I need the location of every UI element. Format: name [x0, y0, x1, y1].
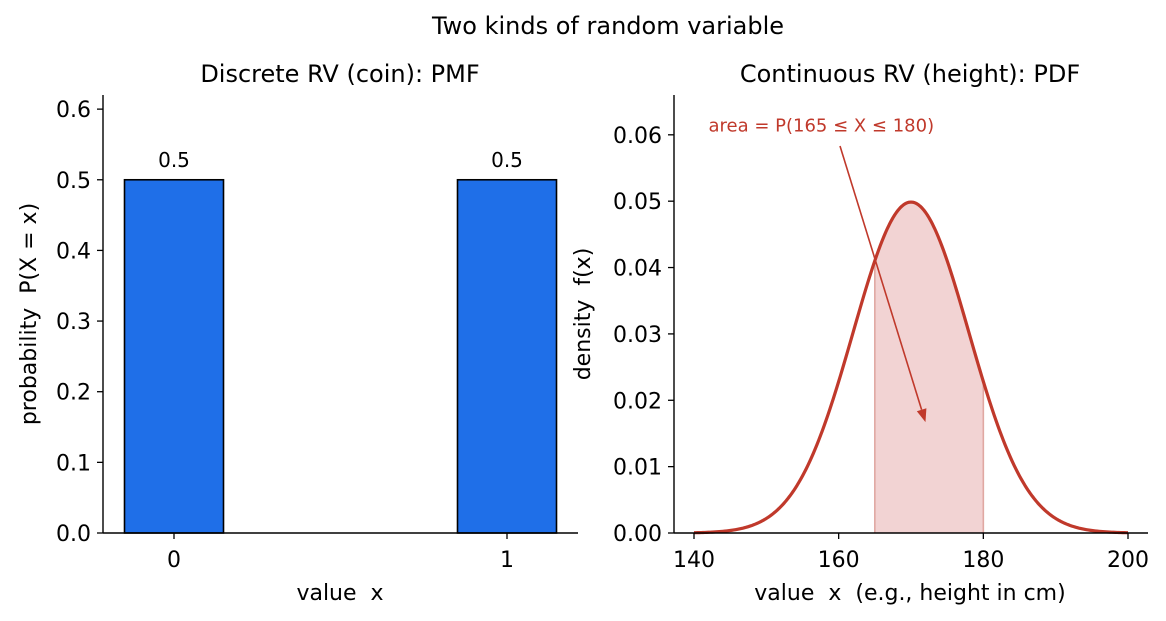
- pmf-y-tick-label: 0.1: [56, 451, 91, 476]
- pmf-y-tick-label: 0.3: [56, 310, 91, 335]
- pdf-x-tick-label: 140: [673, 548, 715, 573]
- pmf-chart: Discrete RV (coin): PMF 0.5 0.5 0.0 0.1 0.2…: [17, 60, 578, 606]
- pdf-y-ticks: 0.00 0.01 0.02 0.03 0.04 0.05 0.06: [613, 124, 674, 547]
- pmf-y-tick-label: 0.5: [56, 169, 91, 194]
- pmf-y-ticks: 0.0 0.1 0.2 0.3 0.4 0.5 0.6: [56, 98, 103, 547]
- pdf-y-tick-label: 0.00: [613, 522, 662, 547]
- pdf-x-tick-label: 200: [1107, 548, 1149, 573]
- pmf-chart-title: Discrete RV (coin): PMF: [200, 60, 479, 88]
- pdf-shaded-area: [874, 202, 984, 533]
- pmf-x-tick-label: 0: [167, 548, 181, 573]
- pmf-bar-value-label: 0.5: [158, 148, 190, 172]
- pdf-x-tick-label: 160: [818, 548, 860, 573]
- pdf-chart-title: Continuous RV (height): PDF: [740, 60, 1080, 88]
- pmf-y-tick-label: 0.0: [56, 522, 91, 547]
- pmf-bar: [456, 178, 558, 534]
- pmf-bars: 0.5 0.5: [123, 148, 558, 534]
- pmf-bar-value-label: 0.5: [491, 148, 523, 172]
- pdf-annotation-arrow: [839, 145, 923, 410]
- pdf-y-tick-label: 0.05: [613, 190, 662, 215]
- pdf-y-tick-label: 0.03: [613, 323, 662, 348]
- pdf-y-axis-label: density f(x): [571, 248, 596, 381]
- pdf-x-ticks: 140 160 180 200: [673, 533, 1149, 573]
- pdf-annotation-arrowhead: [916, 408, 927, 423]
- pmf-y-tick-label: 0.2: [56, 381, 91, 406]
- pdf-y-tick-label: 0.06: [613, 124, 662, 149]
- pdf-annotation: area = P(165 ≤ X ≤ 180): [708, 116, 934, 137]
- pmf-y-tick-label: 0.6: [56, 98, 91, 123]
- pdf-curve: [693, 200, 1129, 535]
- pdf-y-tick-label: 0.01: [613, 456, 662, 481]
- pdf-chart: Continuous RV (height): PDF 0.00 0.01 0.02…: [571, 60, 1149, 606]
- pmf-x-axis-label: value x: [296, 581, 383, 606]
- pmf-bar: [123, 178, 225, 534]
- pmf-y-tick-label: 0.4: [56, 239, 91, 264]
- pmf-x-tick-label: 1: [500, 548, 514, 573]
- pdf-x-tick-label: 180: [962, 548, 1004, 573]
- pdf-x-axis-label: value x (e.g., height in cm): [754, 581, 1065, 606]
- pdf-y-tick-label: 0.04: [613, 257, 662, 282]
- pdf-y-tick-label: 0.02: [613, 389, 662, 414]
- pmf-y-axis-label: probability P(X = x): [17, 203, 42, 425]
- figure-suptitle: Two kinds of random variable: [431, 12, 784, 40]
